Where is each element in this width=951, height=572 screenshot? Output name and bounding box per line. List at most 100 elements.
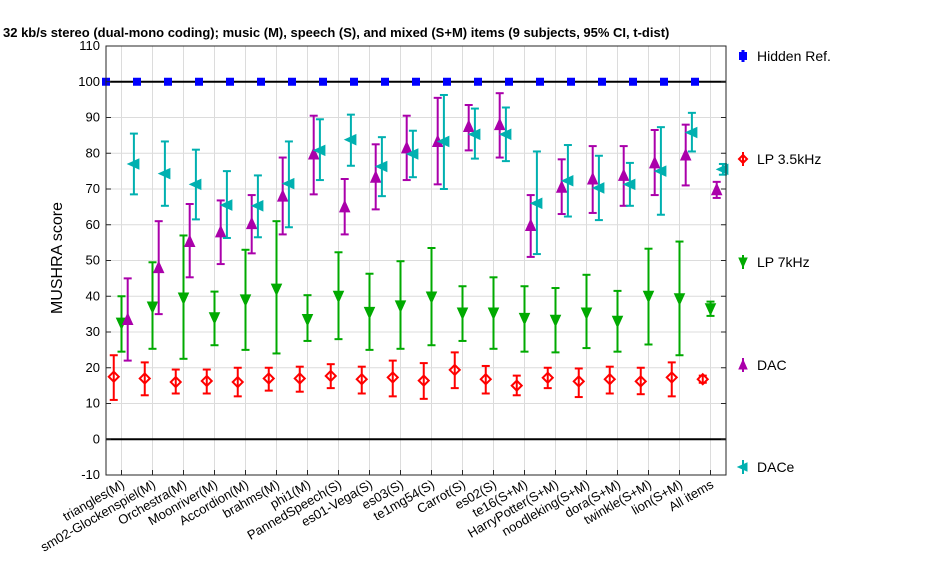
data-point [704, 303, 717, 316]
data-point [560, 175, 574, 187]
y-tick-label: 10 [86, 396, 100, 411]
data-point [448, 363, 462, 377]
data-point [245, 216, 258, 230]
data-point [696, 372, 710, 386]
data-point [195, 77, 203, 86]
data-point [474, 77, 482, 86]
data-point [529, 197, 543, 210]
data-point [456, 307, 469, 321]
data-point [648, 155, 661, 169]
legend-symbol [738, 257, 748, 269]
data-point [164, 77, 172, 86]
data-point [598, 77, 606, 86]
data-point [611, 315, 624, 329]
legend-label: Hidden Ref. [757, 48, 831, 64]
chart-title: 32 kb/s stereo (dual-mono coding); music… [3, 25, 669, 40]
data-point [518, 312, 531, 326]
data-point [417, 374, 431, 388]
data-point [262, 372, 276, 385]
y-tick-label: 60 [86, 217, 100, 232]
data-point [126, 158, 140, 170]
data-point [226, 77, 234, 86]
x-axis-ticks: triangles(M)sm02-Glockenspiel(M)Orchestr… [38, 470, 716, 555]
data-point [510, 379, 524, 393]
series-lp-3-5khz [107, 351, 710, 401]
data-point [479, 372, 493, 386]
data-point [177, 292, 190, 306]
data-point [572, 374, 586, 388]
data-point [208, 312, 221, 325]
legend-entry: DAC [738, 357, 787, 373]
series-hidden-ref- [102, 77, 699, 86]
legend-label: DACe [757, 459, 795, 475]
legend-symbol [738, 358, 748, 370]
data-point [312, 144, 326, 157]
series-lp-7khz [115, 220, 717, 360]
data-point [250, 200, 264, 212]
data-point [412, 77, 420, 86]
data-point [121, 312, 134, 325]
series-dace [126, 93, 729, 256]
data-point [467, 128, 481, 141]
data-point [405, 148, 419, 160]
data-point [684, 126, 698, 139]
data-point [524, 218, 537, 231]
data-point [679, 147, 692, 161]
data-point [603, 372, 617, 386]
data-point [673, 293, 686, 306]
series-dac [121, 92, 723, 362]
data-point [541, 371, 555, 385]
data-point [183, 234, 196, 248]
data-point [270, 283, 283, 297]
data-point [710, 182, 723, 196]
y-tick-label: 30 [86, 324, 100, 339]
y-tick-label: 100 [78, 74, 100, 89]
data-point [169, 375, 183, 389]
data-point [642, 290, 655, 304]
y-tick-label: 70 [86, 181, 100, 196]
data-point [549, 314, 562, 328]
data-point [288, 77, 296, 86]
data-point [665, 370, 679, 384]
data-point [586, 171, 599, 185]
data-point [214, 224, 227, 238]
data-point [332, 290, 345, 304]
data-point [505, 77, 513, 86]
data-point [555, 180, 568, 193]
data-point [324, 369, 338, 383]
data-point [133, 77, 141, 86]
data-point [293, 372, 307, 385]
legend-entry: LP 3.5kHz [737, 151, 821, 167]
y-axis-label: MUSHRA score [49, 202, 66, 314]
data-point [381, 77, 389, 86]
data-point [157, 167, 171, 180]
data-point [653, 165, 667, 177]
data-point [369, 169, 382, 183]
legend-label: LP 7kHz [757, 254, 810, 270]
legend-entry: LP 7kHz [738, 254, 810, 270]
data-point [219, 199, 233, 211]
data-point [580, 307, 593, 321]
y-tick-label: 50 [86, 253, 100, 268]
data-point [188, 178, 202, 191]
data-point [355, 372, 369, 386]
data-point [343, 133, 357, 146]
y-tick-label: 90 [86, 110, 100, 125]
data-point [622, 178, 636, 191]
data-point [691, 77, 699, 86]
data-point [319, 77, 327, 86]
data-point [276, 188, 289, 202]
legend: Hidden Ref. LP 3.5kHz LP 7kHz DAC DACe [736, 48, 831, 475]
data-point [338, 199, 351, 213]
data-point [617, 168, 630, 181]
data-point [200, 374, 214, 388]
legend-label: DAC [757, 357, 787, 373]
legend-label: LP 3.5kHz [757, 151, 821, 167]
data-point [257, 77, 265, 86]
data-point [536, 77, 544, 86]
y-tick-label: 80 [86, 145, 100, 160]
data-point [394, 300, 407, 314]
data-point [436, 135, 450, 148]
data-point [146, 301, 159, 315]
